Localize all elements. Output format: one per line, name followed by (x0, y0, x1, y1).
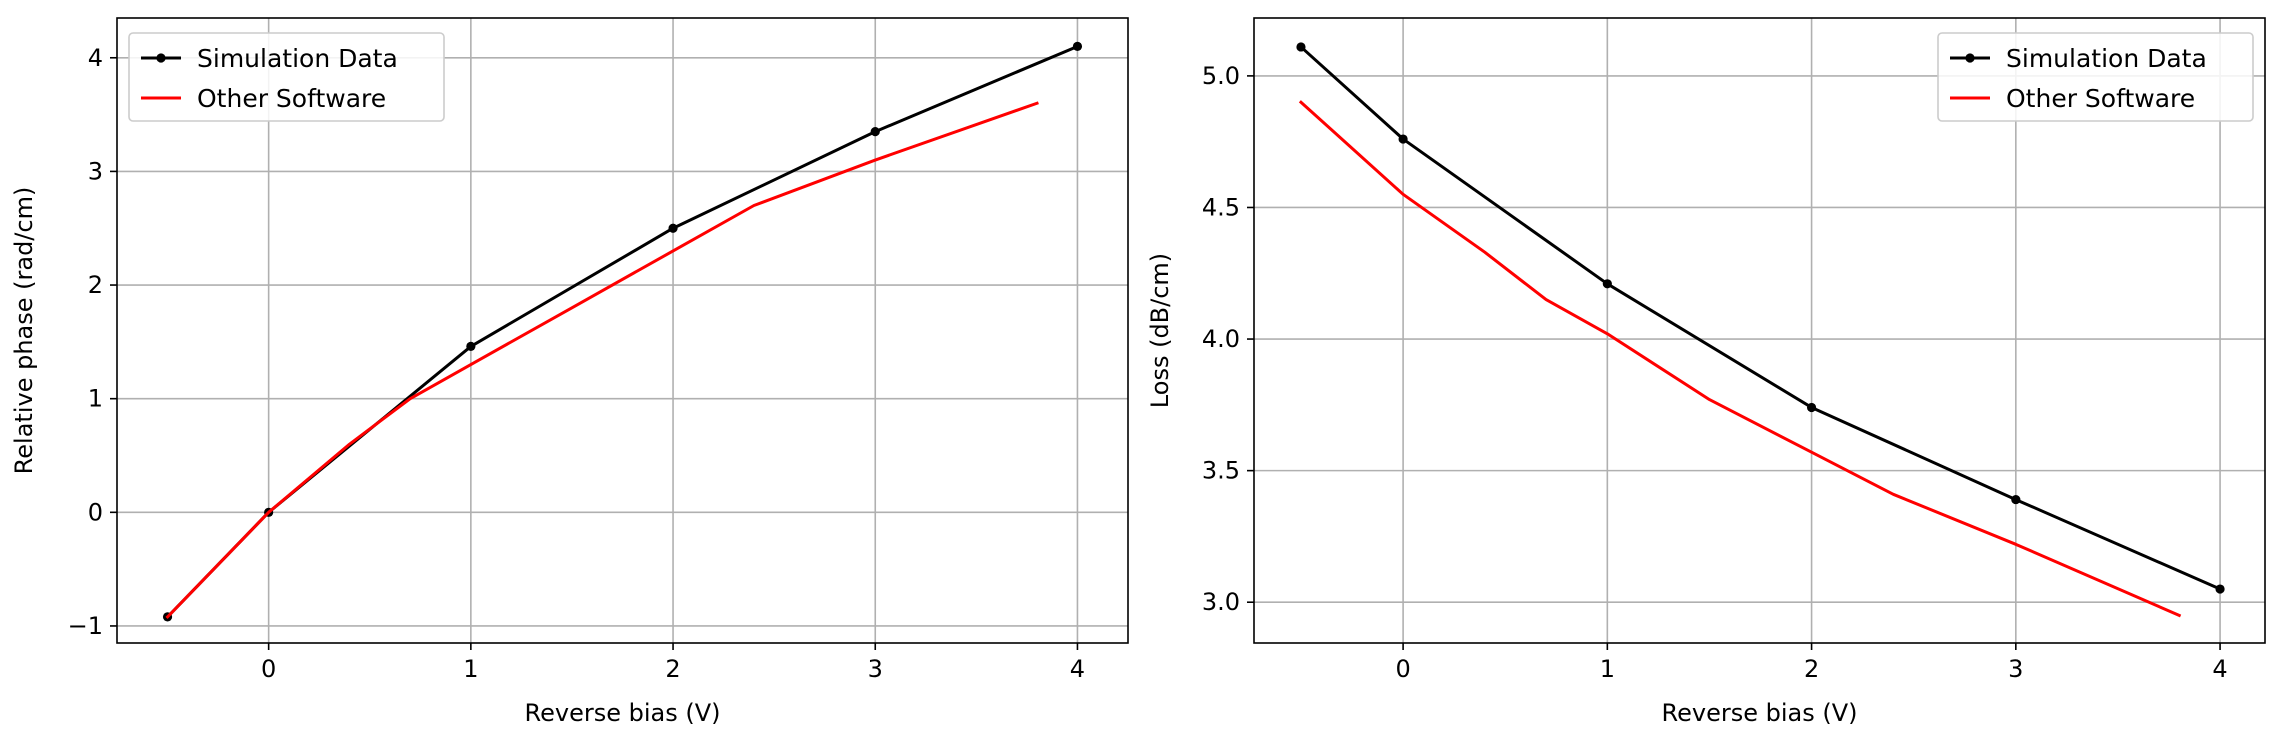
panel-2-legend-box (1937, 32, 2254, 122)
panel-2-xtick-label-2: 2 (1804, 655, 1819, 683)
panel-2-ytick-label-1: 3.5 (1202, 457, 1240, 485)
panel-2-series-2-line (1298, 100, 2182, 618)
panel-2-legend-marker-1 (1965, 53, 1975, 63)
panel-2-xlabel: Reverse bias (V) (1662, 699, 1858, 727)
panel-2-series-1-point-5 (2215, 584, 2225, 594)
panel-1-xtick-label-1: 1 (463, 655, 478, 683)
panel-1-series-1-point-3 (668, 223, 678, 233)
panel-1-xtick-label-4: 4 (1070, 655, 1085, 683)
panel-1-axes-frame (116, 17, 1129, 644)
panel-2-ylabel: Loss (dB/cm) (1146, 253, 1174, 408)
panel-1-ylabel: Relative phase (rad/cm) (10, 187, 38, 475)
panel-2-legend-label-2: Other Software (2006, 84, 2195, 113)
panel-1-legend-label-2: Other Software (197, 84, 386, 113)
panel-1-series-1-point-2 (466, 341, 476, 352)
panel-2: 0 1 2 3 4 3.0 3.5 4.0 4.5 5.0 Reverse bias (V) Loss… (1146, 17, 2266, 727)
panel-2-xtick-label-4: 4 (2212, 655, 2227, 683)
panel-1-series-1-point-4 (870, 127, 880, 137)
panel-1-legend-label-1: Simulation Data (197, 44, 398, 73)
panel-1-legend: Simulation Data Other Software (128, 32, 445, 122)
panel-1-xtick-label-0: 0 (261, 655, 276, 683)
panel-2-series-1-point-2 (1602, 279, 1612, 289)
panel-2-legend: Simulation Data Other Software (1937, 32, 2254, 122)
panel-1: 0 1 2 3 4 −1 0 1 2 3 4 Reverse bias (V) Relative pha… (10, 17, 1129, 727)
panel-2-series-1-point-1 (1398, 134, 1408, 144)
panel-2-grid (1254, 18, 2265, 643)
panel-1-legend-marker-1 (156, 53, 166, 63)
panel-1-ytick-label-2: 1 (88, 385, 103, 413)
panel-1-xtick-label-3: 3 (868, 655, 883, 683)
panel-1-xlabel: Reverse bias (V) (525, 699, 721, 727)
panel-2-xtick-label-0: 0 (1395, 655, 1410, 683)
panel-2-legend-label-1: Simulation Data (2006, 44, 2207, 73)
panel-2-series-1-point-3 (1806, 402, 1817, 413)
panel-2-ytick-label-4: 5.0 (1202, 62, 1240, 90)
panel-2-series-1-point-4 (2011, 494, 2021, 505)
panel-1-ytick-label-5: 4 (88, 44, 103, 72)
panel-2-series-1-line (1298, 44, 2223, 592)
panel-1-ytick-label-3: 2 (88, 271, 103, 299)
panel-2-series-1-point-0 (1296, 42, 1306, 52)
panel-1-series-2-line (165, 101, 1039, 619)
panel-2-xtick-label-3: 3 (2008, 655, 2023, 683)
panel-2-axes-frame (1253, 17, 2266, 644)
panel-1-xtick-label-2: 2 (665, 655, 680, 683)
panel-1-series-1-point-5 (1072, 41, 1083, 52)
panel-2-ytick-label-2: 4.0 (1202, 325, 1240, 353)
panel-2-xtick-label-1: 1 (1600, 655, 1615, 683)
panel-2-ytick-label-0: 3.0 (1202, 588, 1240, 616)
panel-1-legend-box (128, 32, 445, 122)
panel-2-ytick-label-3: 4.5 (1202, 193, 1240, 221)
panel-1-ytick-label-0: −1 (68, 612, 103, 640)
panel-1-ytick-label-4: 3 (88, 157, 103, 185)
panel-1-ytick-label-1: 0 (88, 498, 103, 526)
panel-1-series-1-line (165, 44, 1080, 619)
